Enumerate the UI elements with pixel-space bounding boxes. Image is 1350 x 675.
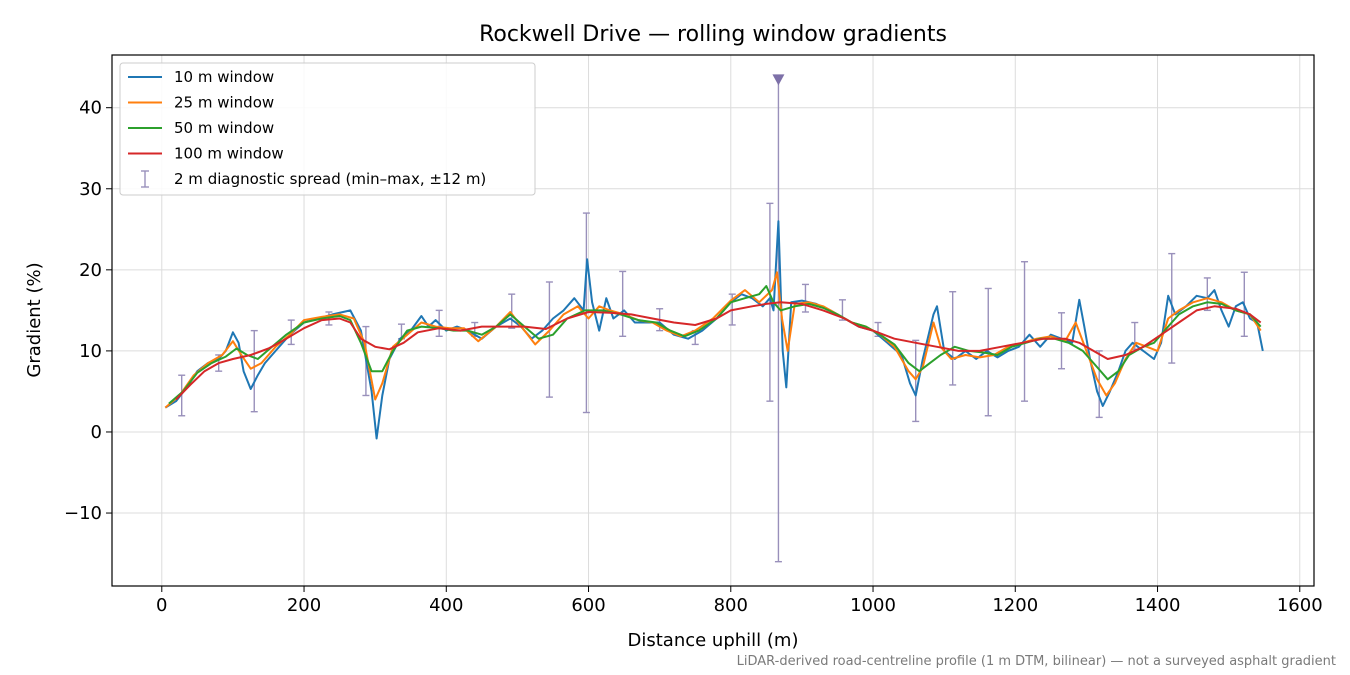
spread-bar <box>250 329 258 413</box>
legend-item: 100 m window <box>128 145 284 163</box>
spread-bar <box>912 339 920 423</box>
spread-bar <box>508 293 516 329</box>
x-axis-label: Distance uphill (m) <box>628 630 799 651</box>
spread-bar <box>1168 252 1176 364</box>
spread-bar <box>1203 277 1211 312</box>
x-tick-label: 200 <box>287 595 321 616</box>
y-axis-label: Gradient (%) <box>24 262 45 377</box>
plot-frame <box>111 54 1315 587</box>
series-lines <box>164 220 1264 440</box>
legend-item: 10 m window <box>128 68 274 86</box>
spread-bar <box>801 283 809 313</box>
legend-item: 50 m window <box>128 119 274 137</box>
footnote: LiDAR-derived road-centreline profile (1… <box>737 654 1336 669</box>
series-line-4 <box>175 301 1262 401</box>
legend: 10 m window 25 m window 50 m window 100 m w… <box>119 62 536 196</box>
x-tick-label: 400 <box>429 595 463 616</box>
legend-item: 25 m window <box>128 94 274 112</box>
x-tick-label: 1400 <box>1135 595 1181 616</box>
y-axis-ticks: −10 0 10 20 30 40 <box>64 98 112 524</box>
legend-label: 10 m window <box>174 68 274 86</box>
legend-label: 50 m window <box>174 119 274 137</box>
legend-item: 2 m diagnostic spread (min–max, ±12 m) <box>141 170 486 188</box>
spread-bar-overflow-marker <box>772 74 785 86</box>
spread-bar <box>178 374 186 417</box>
legend-label: 25 m window <box>174 94 274 112</box>
spread-bar <box>766 202 774 402</box>
x-tick-label: 1200 <box>992 595 1038 616</box>
y-tick-label: 0 <box>91 422 102 443</box>
y-tick-label: 40 <box>79 98 102 119</box>
y-tick-label: 20 <box>79 260 102 281</box>
x-tick-label: 1600 <box>1277 595 1323 616</box>
spread-bar <box>1021 261 1029 402</box>
legend-label: 2 m diagnostic spread (min–max, ±12 m) <box>174 170 486 188</box>
spread-bar <box>949 291 957 386</box>
legend-box <box>119 62 536 196</box>
x-tick-label: 1000 <box>850 595 896 616</box>
legend-label: 100 m window <box>174 145 284 163</box>
spread-bar <box>619 270 627 338</box>
x-tick-label: 600 <box>571 595 605 616</box>
y-tick-label: 30 <box>79 179 102 200</box>
y-tick-label: −10 <box>64 503 102 524</box>
x-tick-label: 0 <box>156 595 167 616</box>
y-tick-label: 10 <box>79 341 102 362</box>
spread-bar <box>545 281 553 398</box>
x-axis-ticks: 0 200 400 600 800 1000 1200 1400 1600 <box>156 586 1323 616</box>
chart-title: Rockwell Drive — rolling window gradient… <box>479 22 947 47</box>
x-tick-label: 800 <box>714 595 748 616</box>
spread-bar <box>772 74 785 563</box>
